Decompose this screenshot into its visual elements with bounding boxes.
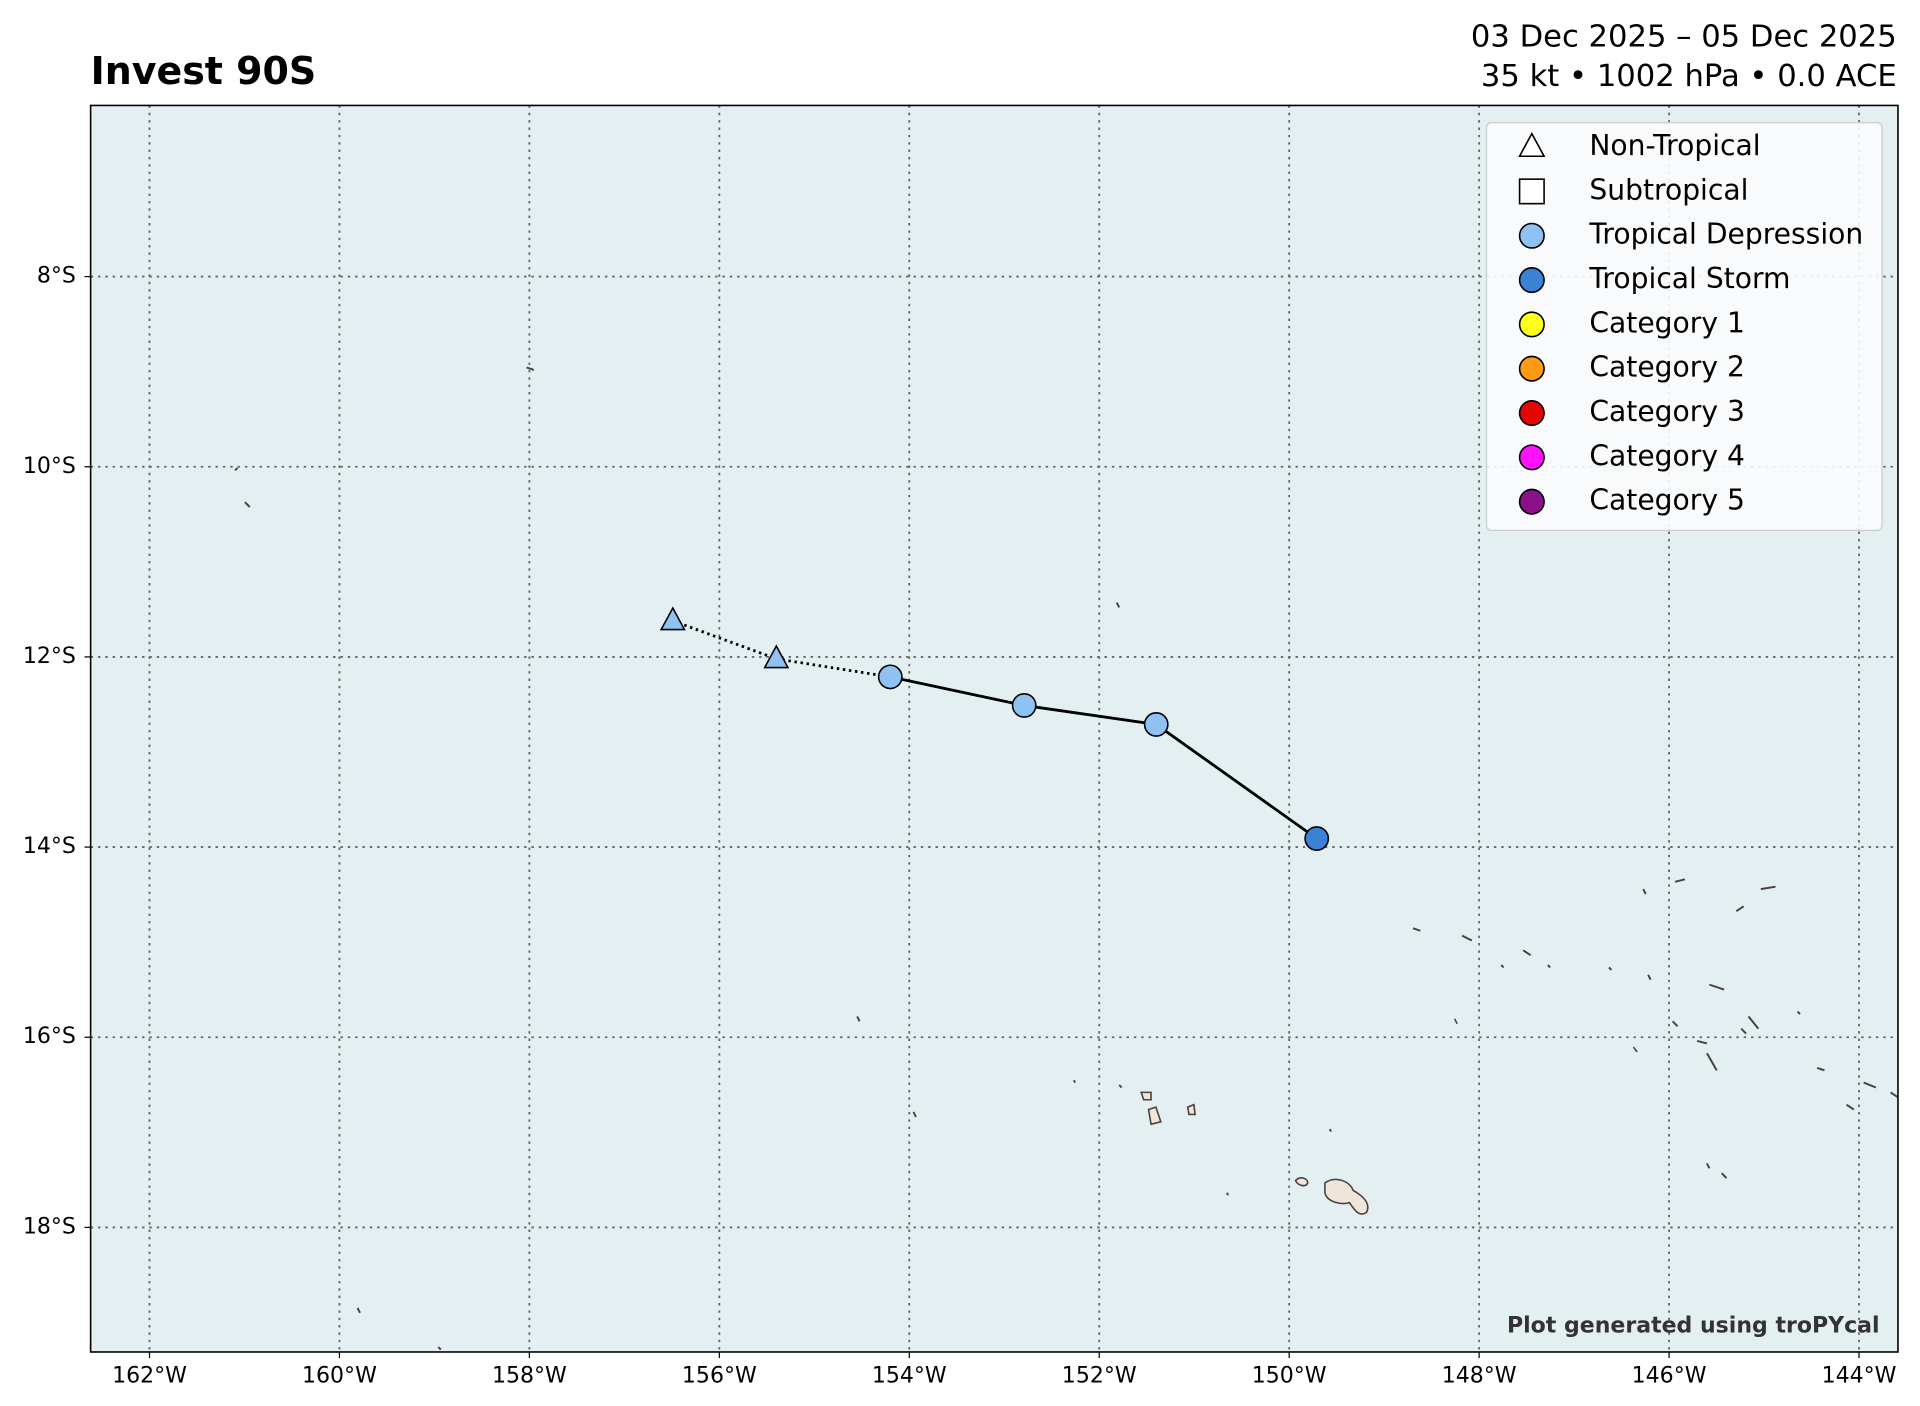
island — [1632, 1046, 1638, 1053]
track-segment — [776, 657, 891, 679]
x-tick-label: 154°W — [872, 1363, 947, 1388]
legend-label: Category 4 — [1589, 439, 1744, 472]
track-segment — [1155, 723, 1318, 840]
marker-circle — [1518, 222, 1545, 249]
track-segment — [1024, 704, 1157, 726]
x-tick-label: 152°W — [1062, 1363, 1137, 1388]
marker-circle — [1518, 488, 1545, 515]
marker-circle — [1143, 712, 1169, 737]
credit: Plot generated using troPYcal — [1507, 1313, 1880, 1338]
legend-label: Category 3 — [1589, 395, 1744, 428]
legend-label: Category 2 — [1589, 351, 1744, 384]
islands — [1140, 1018, 1638, 1215]
legend-label: Category 5 — [1589, 484, 1744, 517]
marker-triangle — [659, 606, 686, 631]
y-tick-label: 12°S — [23, 644, 76, 669]
island — [1453, 1018, 1458, 1025]
marker-circle — [877, 664, 903, 690]
track — [659, 606, 1330, 851]
title: Invest 90S — [91, 49, 317, 93]
x-tick-label: 156°W — [682, 1363, 757, 1388]
island — [1140, 1091, 1152, 1101]
subtitle: 35 kt • 1002 hPa • 0.0 ACE — [1481, 59, 1897, 94]
legend-label: Tropical Storm — [1588, 262, 1790, 295]
marker-circle — [1518, 267, 1545, 294]
x-tick-label: 148°W — [1442, 1363, 1517, 1388]
legend-box — [1485, 121, 1883, 531]
track-segment — [672, 619, 777, 661]
marker-circle — [1304, 826, 1330, 851]
x-tick-label: 150°W — [1252, 1363, 1327, 1388]
y-tick-label: 14°S — [23, 834, 76, 859]
x-tick-label: 162°W — [112, 1363, 187, 1388]
y-tick-label: 16°S — [23, 1024, 76, 1049]
legend-label: Tropical Depression — [1588, 218, 1863, 251]
marker-triangle — [763, 644, 790, 669]
atoll — [234, 366, 1899, 1351]
island — [1294, 1177, 1309, 1187]
island — [1147, 1106, 1162, 1126]
x-tick-label: 160°W — [302, 1363, 377, 1388]
x-tick-label: 158°W — [492, 1363, 567, 1388]
island — [1324, 1178, 1369, 1215]
island — [1186, 1103, 1197, 1116]
legend: Non-Tropical Subtropical Tropical Depressi… — [1485, 121, 1883, 531]
y-tick-label: 8°S — [37, 264, 76, 289]
legend-label: Non-Tropical — [1589, 129, 1760, 162]
y-tick-label: 10°S — [23, 454, 76, 479]
track-segment — [889, 675, 1025, 707]
marker-triangle — [1518, 131, 1546, 158]
x-tick-label: 144°W — [1822, 1363, 1897, 1388]
frame — [89, 104, 1899, 1353]
marker-square — [1518, 178, 1545, 205]
subtitle: 03 Dec 2025 – 05 Dec 2025 — [1471, 20, 1897, 55]
marker-circle — [1518, 311, 1545, 338]
atolls — [234, 366, 1899, 1351]
marker-circle — [1518, 355, 1545, 382]
legend-label: Category 1 — [1589, 306, 1744, 339]
marker-circle — [1518, 400, 1545, 427]
x-tick-label: 146°W — [1632, 1363, 1707, 1388]
marker-circle — [1011, 692, 1037, 718]
legend-label: Subtropical — [1589, 173, 1748, 206]
y-tick-label: 18°S — [23, 1214, 76, 1239]
marker-circle — [1518, 444, 1545, 471]
